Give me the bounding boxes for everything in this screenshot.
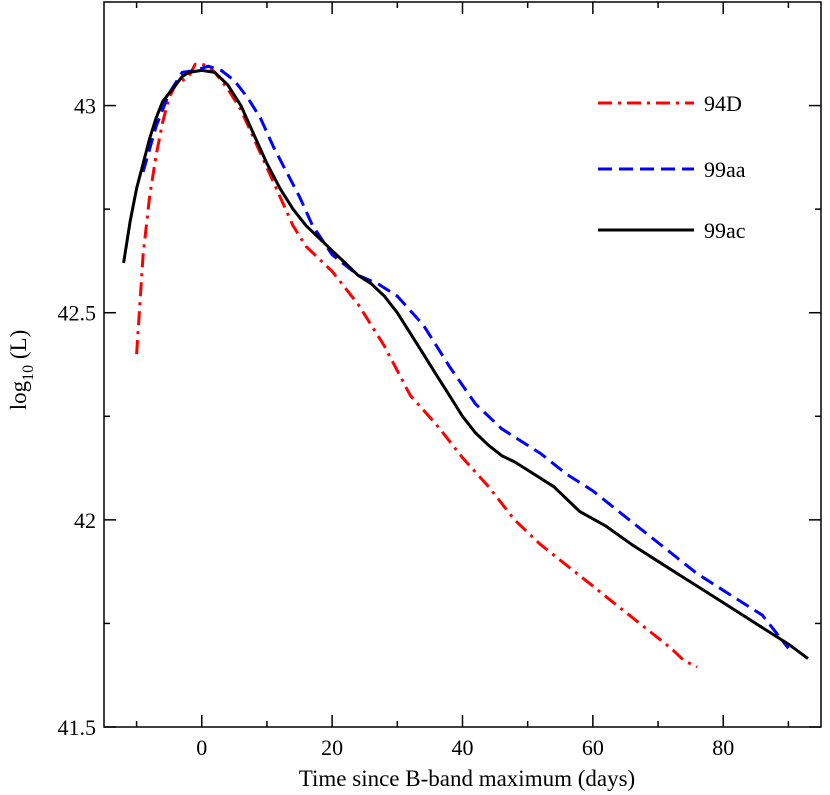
series-line-99ac xyxy=(122,68,809,660)
y-tick-label: 42 xyxy=(74,508,96,533)
x-tick-label: 80 xyxy=(712,735,734,760)
x-axis: 0 20 40 60 80 xyxy=(135,2,790,760)
x-tick-label: 40 xyxy=(452,735,474,760)
y-axis-label-subscript: 10 xyxy=(20,365,37,381)
y-tick-label: 41.5 xyxy=(58,715,97,740)
x-tick-label: 0 xyxy=(196,735,207,760)
x-tick-label: 60 xyxy=(582,735,604,760)
y-tick-label: 43 xyxy=(74,94,96,119)
series-layer xyxy=(122,62,809,669)
legend: 94D 99aa 99ac xyxy=(598,91,746,243)
x-tick-label: 20 xyxy=(321,735,343,760)
x-axis-label: Time since B-band maximum (days) xyxy=(299,766,635,791)
series-line-94D xyxy=(135,62,698,669)
y-tick-label: 42.5 xyxy=(58,301,97,326)
y-axis-label: log10 (L) xyxy=(6,330,37,411)
y-axis: 41.5 42 42.5 43 xyxy=(58,94,821,740)
y-axis-label-base: log xyxy=(6,380,31,410)
legend-label-94D: 94D xyxy=(704,91,742,116)
legend-label-99aa: 99aa xyxy=(704,157,746,182)
legend-label-99ac: 99ac xyxy=(704,218,746,243)
series-line-99aa xyxy=(141,64,790,650)
y-axis-label-rest: (L) xyxy=(6,330,31,365)
